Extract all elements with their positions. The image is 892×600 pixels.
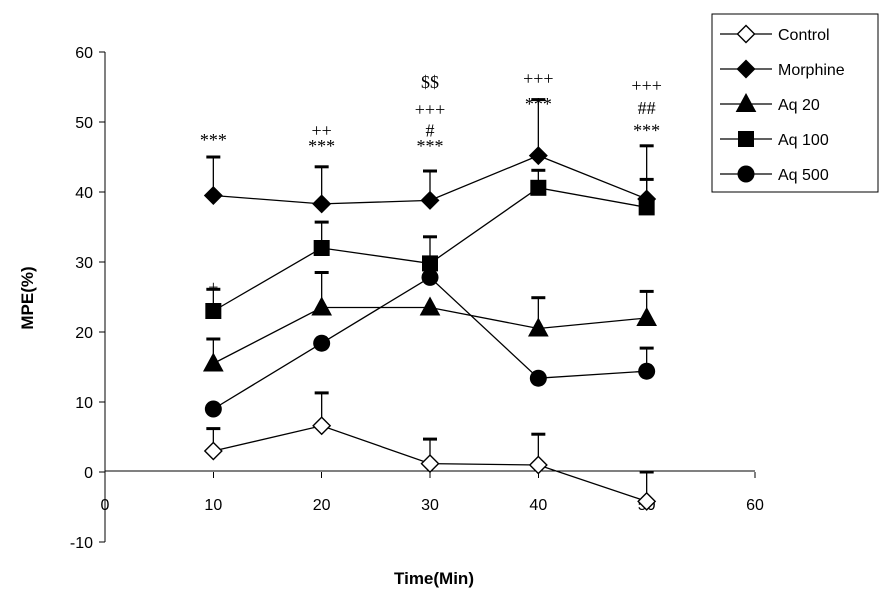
data-point-aq-500 <box>529 369 547 387</box>
y-tick-label: -10 <box>70 535 93 552</box>
data-point-control <box>203 441 223 461</box>
data-point-aq-100 <box>205 303 222 319</box>
x-tick-label: 60 <box>746 497 764 514</box>
data-point-morphine <box>312 194 332 214</box>
x-tick-label: 30 <box>421 497 439 514</box>
significance-label: *** <box>525 94 552 114</box>
series-layer <box>202 98 658 511</box>
data-point-aq-100 <box>530 179 547 196</box>
data-point-aq-500 <box>421 268 439 286</box>
legend-label-aq-500: Aq 500 <box>778 167 829 184</box>
y-tick-label: 0 <box>84 465 93 482</box>
legend-label-aq-20: Aq 20 <box>778 97 820 114</box>
legend: Control Morphine Aq 20 Aq 100 Aq 500 <box>711 13 879 193</box>
x-tick-label: 20 <box>313 497 331 514</box>
data-point-aq-500 <box>313 334 331 352</box>
significance-label: *** <box>417 136 444 156</box>
data-point-aq-500 <box>204 400 222 418</box>
y-tick-label: 50 <box>75 115 93 132</box>
data-point-aq-20 <box>527 317 549 337</box>
y-tick-label: 60 <box>75 45 93 62</box>
x-tick-label: 10 <box>204 497 222 514</box>
data-point-aq-20 <box>636 306 658 326</box>
significance-label: ++ <box>312 120 332 140</box>
significance-label: *** <box>633 120 660 140</box>
series-control <box>203 391 657 511</box>
legend-label-morphine: Morphine <box>778 62 845 79</box>
data-point-aq-500 <box>638 362 656 380</box>
y-tick-label: 10 <box>75 395 93 412</box>
significance-label: *** <box>200 130 227 150</box>
x-axis-title: Time(Min) <box>394 569 474 588</box>
x-tick-label: 0 <box>101 497 110 514</box>
significance-label: +++ <box>523 69 553 89</box>
significance-label: +++ <box>415 99 445 119</box>
legend-marker-morphine <box>736 59 756 79</box>
data-point-morphine <box>203 186 223 205</box>
legend-label-aq-100: Aq 100 <box>778 132 829 149</box>
significance-label: $$ <box>421 72 439 92</box>
series-line-aq-20 <box>213 306 647 365</box>
data-point-morphine <box>420 190 440 210</box>
series-aq-20 <box>202 271 658 372</box>
y-tick-label: 40 <box>75 185 93 202</box>
series-aq-500 <box>204 268 656 418</box>
data-point-aq-100 <box>638 199 655 216</box>
data-point-control <box>528 455 548 475</box>
legend-marker-control <box>736 24 756 44</box>
significance-label: +++ <box>631 76 661 96</box>
significance-label: ## <box>638 98 656 118</box>
legend-marker-aq-20 <box>735 92 757 112</box>
y-axis-title: MPE(%) <box>18 266 37 329</box>
legend-box <box>711 13 879 193</box>
data-point-aq-20 <box>419 296 441 316</box>
data-point-aq-100 <box>422 255 438 272</box>
data-point-morphine <box>528 146 548 166</box>
y-tick-label: 20 <box>75 325 93 342</box>
significance-label: + <box>208 277 218 297</box>
data-point-control <box>637 491 657 511</box>
legend-marker-aq-500 <box>737 165 755 183</box>
x-tick-label: 40 <box>529 497 547 514</box>
data-point-control <box>312 416 332 436</box>
data-point-aq-20 <box>311 296 333 316</box>
legend-label-control: Control <box>778 27 830 44</box>
data-point-control <box>420 454 440 474</box>
y-ticks: -10 0 10 20 30 40 50 60 <box>70 45 105 552</box>
data-point-aq-100 <box>313 240 330 256</box>
data-point-aq-20 <box>202 352 224 372</box>
y-tick-label: 30 <box>75 255 93 272</box>
significance-label: # <box>426 120 435 140</box>
series-aq-100 <box>205 168 655 319</box>
significance-label: *** <box>308 136 335 156</box>
legend-marker-aq-100 <box>738 131 754 147</box>
significance-annotations: ***+***++***#+++$$***+++***##+++ <box>200 69 662 298</box>
